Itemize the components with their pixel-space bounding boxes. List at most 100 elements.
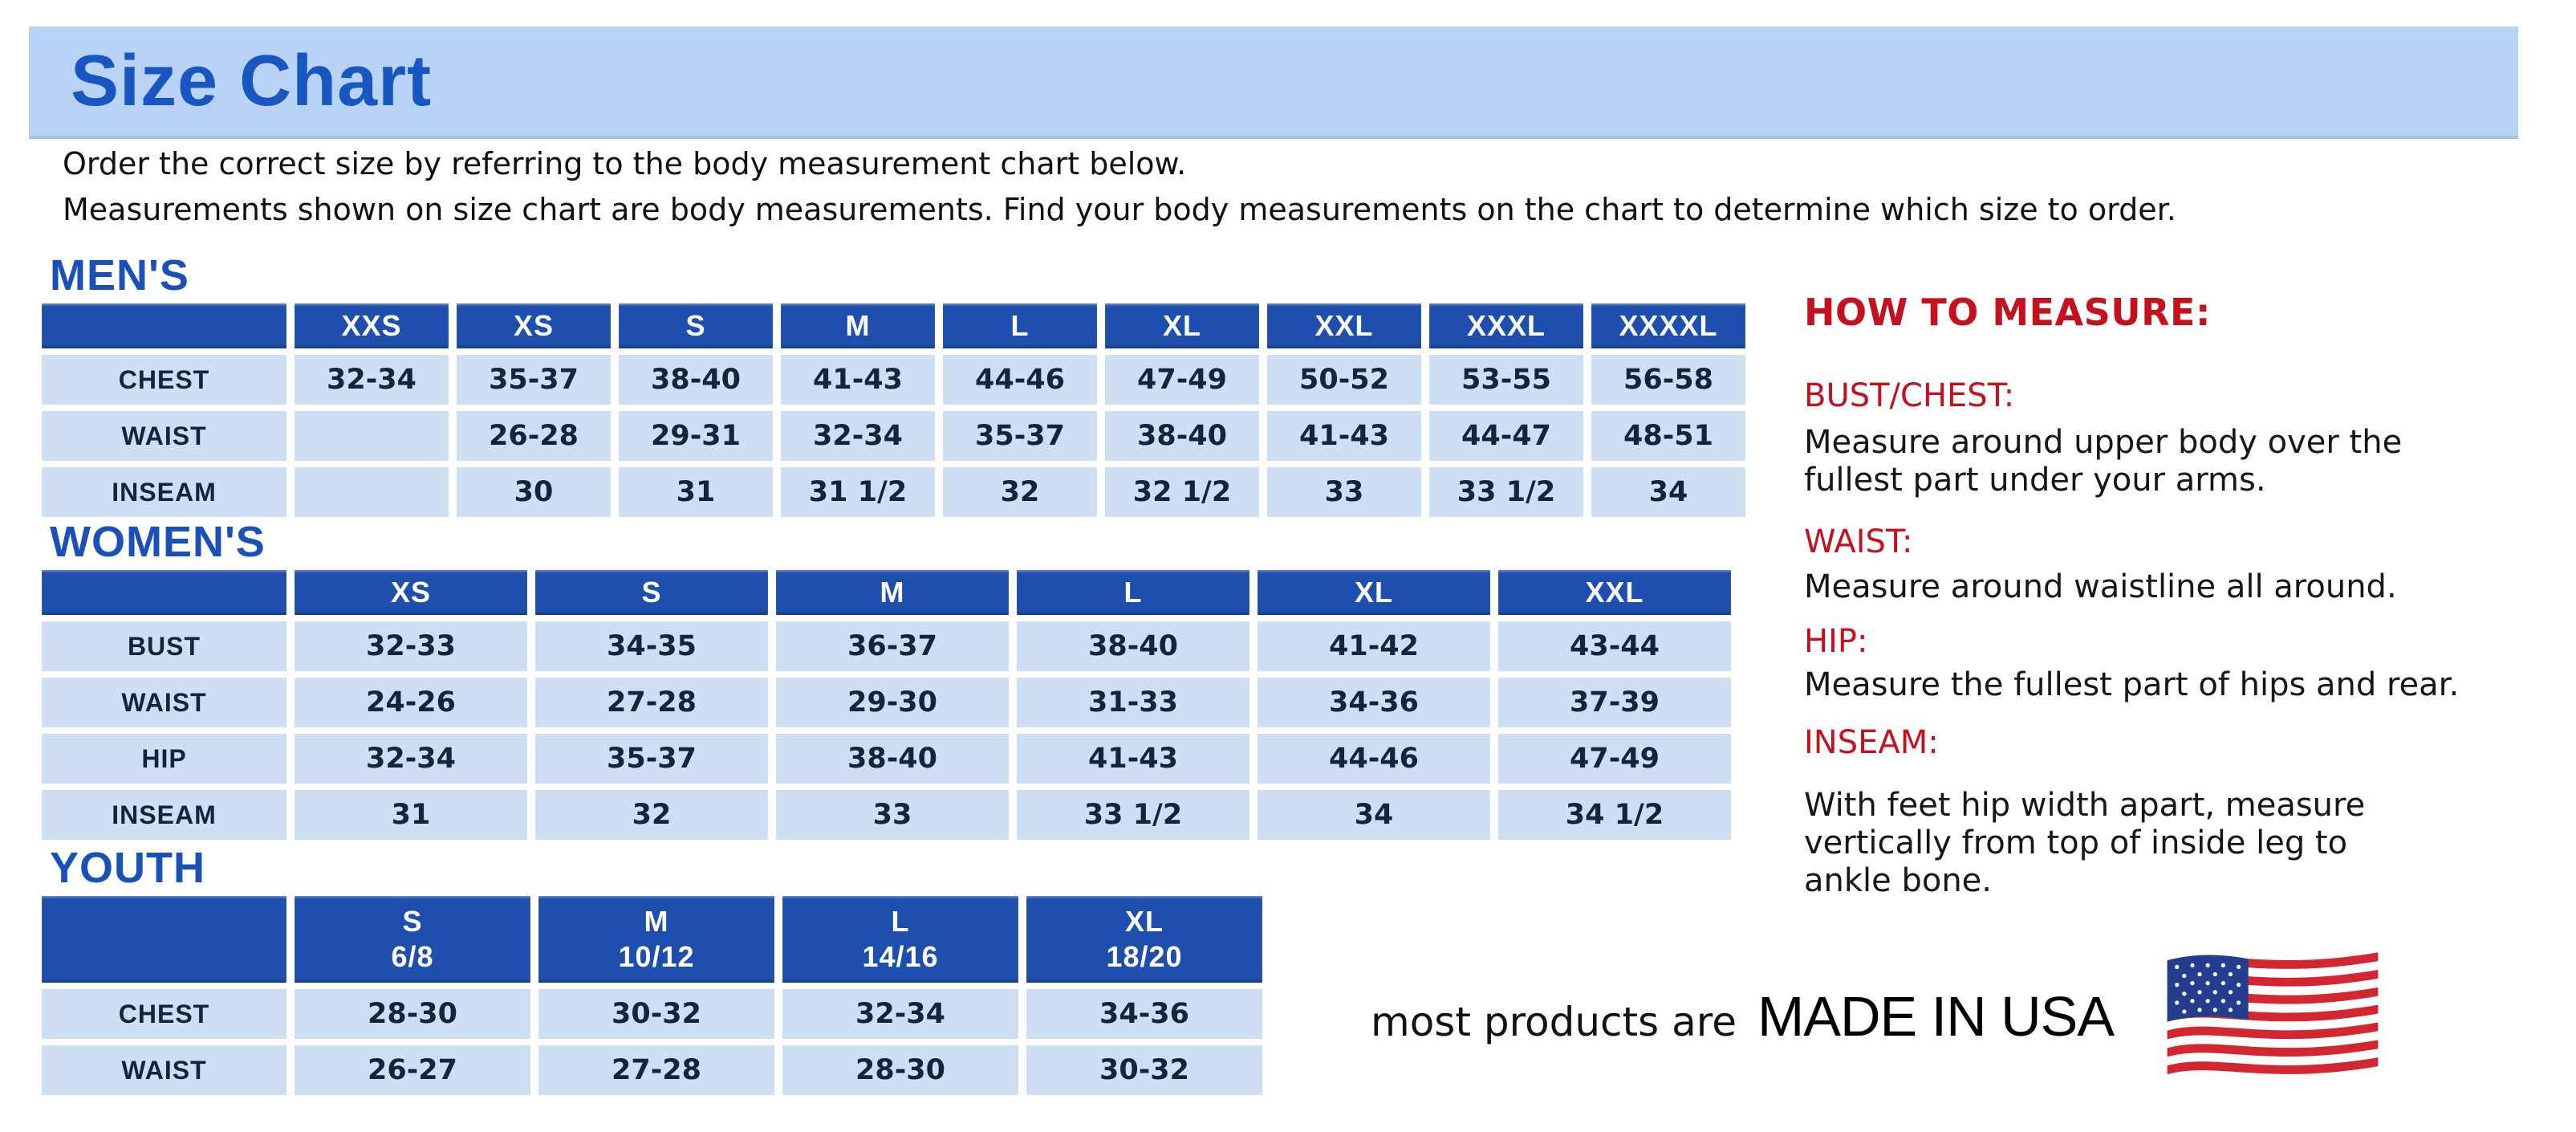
size-value-cell: 26-28: [457, 411, 611, 461]
section-heading-youth: YOUTH: [50, 844, 205, 892]
size-value-cell: 29-30: [776, 678, 1009, 727]
size-value-cell: 32: [943, 467, 1097, 517]
measure-term-waist: WAIST:: [1804, 523, 1913, 560]
size-value-cell: 35-37: [535, 734, 768, 784]
column-header-cell: L 14/16: [782, 896, 1018, 983]
row-label-cell: INSEAM: [42, 467, 286, 517]
size-value-cell: 31: [295, 790, 527, 840]
column-header-cell: S 6/8: [295, 896, 530, 983]
measure-term-hip: HIP:: [1804, 623, 1868, 660]
column-header-cell: XL: [1258, 570, 1490, 615]
intro-line-2: Measurements shown on size chart are bod…: [63, 192, 2176, 227]
size-value-cell: 28-30: [295, 989, 530, 1039]
title-banner: Size Chart: [29, 26, 2518, 139]
row-label-cell: CHEST: [42, 989, 286, 1039]
column-header-cell: XXXL: [1429, 303, 1583, 348]
size-value-cell: 34-35: [535, 621, 768, 671]
size-value-cell: 41-43: [1017, 734, 1249, 784]
size-value-cell: 47-49: [1498, 734, 1731, 784]
column-header-cell: L: [1017, 570, 1249, 615]
size-value-cell: 50-52: [1267, 355, 1421, 405]
size-value-cell: [295, 467, 449, 517]
size-value-cell: 33: [1267, 467, 1421, 517]
row-label-cell: CHEST: [42, 355, 286, 405]
size-value-cell: 38-40: [1105, 411, 1259, 461]
how-to-measure-heading: HOW TO MEASURE:: [1804, 291, 2211, 334]
size-value-cell: 44-46: [1258, 734, 1490, 784]
size-value-cell: 32-34: [782, 989, 1018, 1039]
column-header-cell: XL: [1105, 303, 1259, 348]
measure-desc-hip: Measure the fullest part of hips and rea…: [1804, 666, 2460, 703]
column-header-cell: M: [781, 303, 935, 348]
column-header-cell: S: [535, 570, 768, 615]
size-value-cell: 24-26: [295, 678, 527, 727]
made-in-usa-text: MADE IN USA: [1757, 985, 2115, 1048]
column-header-cell: XXL: [1498, 570, 1731, 615]
size-value-cell: 28-30: [782, 1045, 1018, 1095]
size-value-cell: 32-34: [781, 411, 935, 461]
size-value-cell: 32-34: [295, 355, 449, 405]
size-value-cell: 31 1/2: [781, 467, 935, 517]
column-header-cell: XL 18/20: [1026, 896, 1262, 983]
womens-size-table: XS S M L XL XXL BUST 32-33 34-35 36-37 38-40 41-42 4…: [42, 570, 1731, 840]
size-value-cell: 30-32: [1026, 1045, 1262, 1095]
size-value-cell: 32 1/2: [1105, 467, 1259, 517]
size-value-cell: 34: [1258, 790, 1490, 840]
size-value-cell: 32-34: [295, 734, 527, 784]
size-value-cell: 44-46: [943, 355, 1097, 405]
size-value-cell: 29-31: [619, 411, 773, 461]
measure-desc-waist: Measure around waistline all around.: [1804, 568, 2397, 605]
column-header-cell: XXXXL: [1591, 303, 1745, 348]
column-header-cell: L: [943, 303, 1097, 348]
size-value-cell: 41-43: [1267, 411, 1421, 461]
measure-term-bust-chest: BUST/CHEST:: [1804, 377, 2015, 414]
size-value-cell: 32-33: [295, 621, 527, 671]
size-value-cell: 27-28: [538, 1045, 774, 1095]
row-label-cell: INSEAM: [42, 790, 286, 840]
made-in-prefix: most products are: [1371, 999, 1737, 1045]
size-value-cell: 47-49: [1105, 355, 1259, 405]
size-value-cell: 36-37: [776, 621, 1009, 671]
size-value-cell: 30: [457, 467, 611, 517]
column-header-cell: XS: [295, 570, 527, 615]
row-label-cell: WAIST: [42, 411, 286, 461]
size-value-cell: 33 1/2: [1429, 467, 1583, 517]
size-value-cell: 30-32: [538, 989, 774, 1039]
size-value-cell: 32: [535, 790, 768, 840]
size-value-cell: [295, 411, 449, 461]
mens-size-table: XXS XS S M L XL XXL XXXL XXXXL CHEST 32-34 35-37 38-…: [42, 303, 1745, 517]
row-label-cell: WAIST: [42, 678, 286, 727]
size-value-cell: 34: [1591, 467, 1745, 517]
size-value-cell: 41-43: [781, 355, 935, 405]
measure-desc-bust-chest: Measure around upper body over the fulle…: [1804, 424, 2403, 499]
size-value-cell: 53-55: [1429, 355, 1583, 405]
size-value-cell: 27-28: [535, 678, 768, 727]
us-flag-icon: [2167, 938, 2379, 1092]
size-value-cell: 35-37: [943, 411, 1097, 461]
size-value-cell: 33: [776, 790, 1009, 840]
size-value-cell: 44-47: [1429, 411, 1583, 461]
size-value-cell: 48-51: [1591, 411, 1745, 461]
section-heading-mens: MEN'S: [50, 251, 189, 299]
measure-term-inseam: INSEAM:: [1804, 724, 1939, 761]
size-value-cell: 56-58: [1591, 355, 1745, 405]
column-header-cell: XS: [457, 303, 611, 348]
column-header-cell: XXL: [1267, 303, 1421, 348]
size-value-cell: 31: [619, 467, 773, 517]
size-value-cell: 38-40: [776, 734, 1009, 784]
size-value-cell: 34-36: [1258, 678, 1490, 727]
column-header-cell: M: [776, 570, 1009, 615]
measure-desc-inseam: With feet hip width apart, measure verti…: [1804, 787, 2366, 899]
intro-text: Order the correct size by referring to t…: [63, 141, 2176, 233]
intro-line-1: Order the correct size by referring to t…: [63, 146, 1187, 181]
size-value-cell: 38-40: [1017, 621, 1249, 671]
size-value-cell: 26-27: [295, 1045, 530, 1095]
size-value-cell: 43-44: [1498, 621, 1731, 671]
youth-size-table: S 6/8 M 10/12 L 14/16 XL 18/20 CHEST 28-30 30-…: [42, 896, 1262, 1095]
table-corner-cell: [42, 570, 286, 615]
size-value-cell: 35-37: [457, 355, 611, 405]
size-value-cell: 34-36: [1026, 989, 1262, 1039]
column-header-cell: M 10/12: [538, 896, 774, 983]
size-value-cell: 37-39: [1498, 678, 1731, 727]
